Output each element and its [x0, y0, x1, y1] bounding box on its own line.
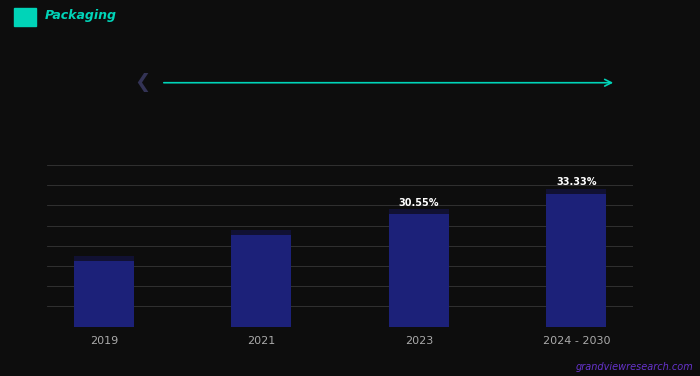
- Bar: [74, 256, 134, 327]
- Text: Packaging: Packaging: [45, 9, 116, 21]
- Bar: [547, 189, 606, 327]
- Bar: [389, 209, 449, 327]
- Bar: [231, 230, 291, 235]
- Text: grandviewresearch.com: grandviewresearch.com: [575, 362, 693, 372]
- Text: 30.55%: 30.55%: [398, 198, 439, 208]
- Bar: [547, 189, 606, 194]
- Bar: [389, 209, 449, 214]
- Text: ❮: ❮: [134, 73, 150, 92]
- Bar: [231, 230, 291, 327]
- Bar: [74, 256, 134, 261]
- Text: 33.33%: 33.33%: [556, 177, 596, 188]
